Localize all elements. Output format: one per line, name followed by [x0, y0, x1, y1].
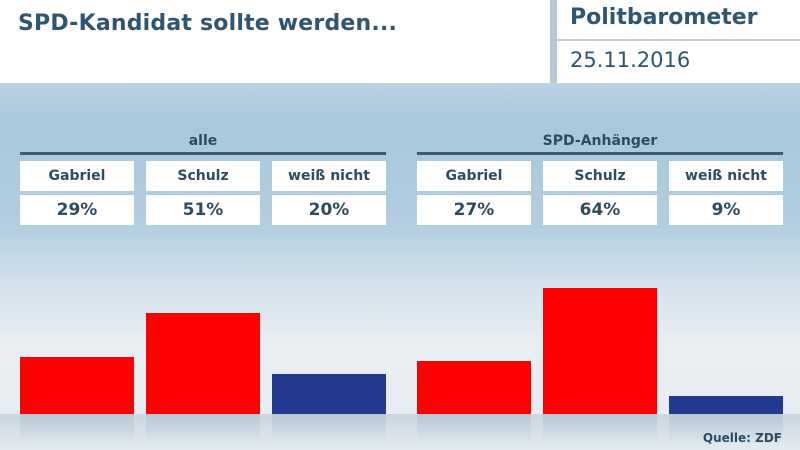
- value-label: 9%: [669, 195, 783, 225]
- category-label: weiß nicht: [669, 161, 783, 191]
- bar-reflection: [20, 414, 134, 444]
- category-label: weiß nicht: [272, 161, 386, 191]
- source-note: Quelle: ZDF: [702, 431, 782, 445]
- group-title: alle: [188, 133, 218, 149]
- bar-reflection: [669, 414, 783, 444]
- value-label: 27%: [417, 195, 531, 225]
- group-title: SPD-Anhänger: [542, 133, 658, 149]
- value-label: 20%: [272, 195, 386, 225]
- bar-gabriel: [20, 357, 134, 414]
- value-label: 51%: [146, 195, 260, 225]
- value-label: 29%: [20, 195, 134, 225]
- category-label: Gabriel: [417, 161, 531, 191]
- bar-weiss-nicht: [669, 396, 783, 414]
- category-label: Schulz: [543, 161, 657, 191]
- value-label: 64%: [543, 195, 657, 225]
- category-label: Gabriel: [20, 161, 134, 191]
- brand-divider: [557, 39, 800, 41]
- bar-reflection: [146, 414, 260, 444]
- bar-reflection: [272, 414, 386, 444]
- header-title-panel: SPD-Kandidat sollte werden...: [0, 0, 550, 83]
- header-brand-panel: Politbarometer 25.11.2016: [557, 0, 800, 83]
- page-title: SPD-Kandidat sollte werden...: [18, 11, 398, 36]
- category-label: Schulz: [146, 161, 260, 191]
- group-rule: [417, 152, 783, 155]
- bar-gabriel: [417, 361, 531, 414]
- bar-reflection: [417, 414, 531, 444]
- group-rule: [20, 152, 386, 155]
- brand-title: Politbarometer: [570, 5, 758, 30]
- bar-reflection: [543, 414, 657, 444]
- bar-schulz: [543, 288, 657, 414]
- survey-date: 25.11.2016: [570, 48, 691, 72]
- header-divider: [550, 0, 557, 83]
- bar-schulz: [146, 313, 260, 414]
- bar-weiss-nicht: [272, 374, 386, 414]
